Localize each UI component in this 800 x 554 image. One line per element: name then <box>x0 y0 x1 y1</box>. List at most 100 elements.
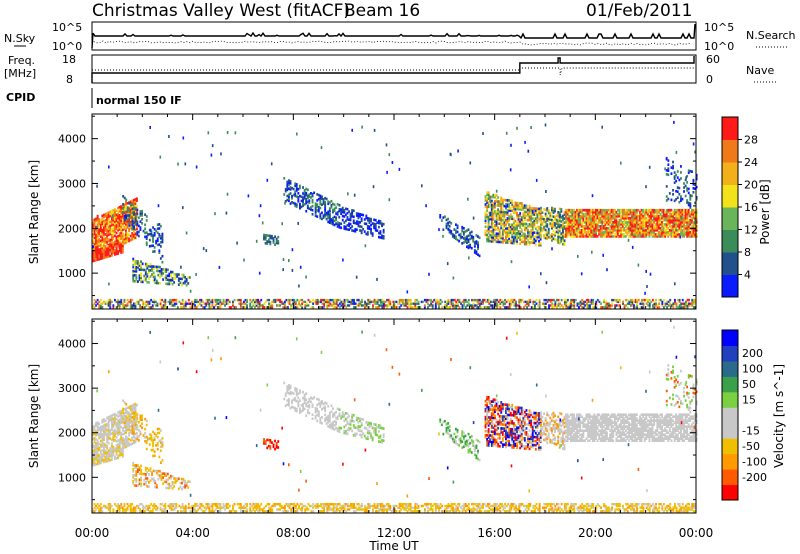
power-cell <box>151 265 153 268</box>
power-cell <box>650 231 652 234</box>
power-cell <box>500 210 503 214</box>
power-cell <box>569 214 572 218</box>
power-cell <box>276 298 278 302</box>
power-cell <box>560 232 563 235</box>
velocity-cell <box>120 453 123 457</box>
power-cell <box>637 221 640 224</box>
power-cell <box>458 239 461 243</box>
power-cell <box>606 216 608 220</box>
power-cell <box>305 201 308 205</box>
nsearch-tick-low: 10^0 <box>704 40 734 53</box>
power-cell <box>165 278 168 281</box>
power-cell <box>665 231 668 234</box>
power-cell <box>376 229 379 232</box>
power-cell <box>551 304 554 307</box>
power-cell <box>621 214 624 218</box>
power-cell <box>136 227 138 231</box>
velocity-cell <box>117 443 120 446</box>
power-cell <box>286 186 289 190</box>
power-cell <box>131 234 134 237</box>
power-cell <box>692 233 695 236</box>
power-cell <box>683 235 685 238</box>
power-cell <box>628 231 630 234</box>
power-cell <box>653 227 656 230</box>
power-cell <box>593 212 596 216</box>
power-cell <box>469 306 472 309</box>
power-cell <box>626 212 629 216</box>
power-cell <box>629 212 632 216</box>
power-cell <box>125 225 127 228</box>
power-cell <box>546 207 549 210</box>
power-cell <box>684 208 687 212</box>
power-cell <box>689 214 692 218</box>
power-cell <box>409 302 412 305</box>
power-cell <box>694 298 697 302</box>
power-cell <box>181 277 183 281</box>
power-cell <box>233 298 236 302</box>
power-cell <box>585 304 588 307</box>
power-cell <box>621 216 624 220</box>
power-cell <box>533 209 536 212</box>
power-cell <box>475 300 478 304</box>
power-cell <box>103 221 105 225</box>
power-cell <box>327 300 330 304</box>
power-cell <box>500 226 503 230</box>
power-cell <box>512 221 515 225</box>
power-cell <box>526 300 528 304</box>
power-cell <box>546 233 549 236</box>
power-cell <box>648 223 651 226</box>
power-cell <box>123 298 126 302</box>
power-cell <box>692 210 695 214</box>
power-cell <box>609 214 612 218</box>
power-cell <box>555 238 558 242</box>
power-cell <box>579 208 582 212</box>
power-cell <box>488 306 491 309</box>
power-cell <box>112 227 115 230</box>
power-cell <box>635 233 638 236</box>
power-cell <box>540 229 542 232</box>
power-cell <box>238 302 241 305</box>
power-cell <box>487 223 490 227</box>
power-cell <box>565 227 567 230</box>
power-cell <box>657 231 660 234</box>
power-cell <box>509 199 512 202</box>
power-cell <box>486 197 489 200</box>
power-cell <box>552 237 555 241</box>
power-cell <box>352 221 355 225</box>
power-cell <box>651 223 654 226</box>
power-cell <box>505 219 507 222</box>
power-cell <box>582 235 585 238</box>
power-cell <box>615 231 618 234</box>
power-cell <box>121 228 124 232</box>
power-cell <box>128 224 131 227</box>
power-cell <box>565 302 568 305</box>
power-cell <box>128 202 131 205</box>
power-cell <box>120 243 123 246</box>
power-cell <box>146 266 149 270</box>
velocity-cell <box>109 452 112 456</box>
power-cell <box>547 211 550 215</box>
power-cell <box>684 210 687 214</box>
velocity-cell <box>126 428 129 432</box>
velocity-cell <box>120 447 123 451</box>
power-cell <box>184 275 187 279</box>
power-cell <box>284 189 287 193</box>
power-cell <box>327 216 330 220</box>
power-cell <box>142 304 145 307</box>
power-cell <box>665 216 668 220</box>
power-cell <box>110 236 113 239</box>
power-cell <box>135 270 138 273</box>
power-cell <box>282 302 285 305</box>
velocity-cell <box>118 414 121 418</box>
power-cell <box>152 236 154 239</box>
power-cell <box>656 214 659 218</box>
power-cell <box>490 232 493 235</box>
power-cell <box>569 227 572 230</box>
power-cell <box>511 231 514 235</box>
power-cell <box>540 227 542 230</box>
velocity-cell <box>101 425 104 428</box>
velocity-cell <box>120 439 123 443</box>
velocity-cell <box>125 441 127 445</box>
power-cell <box>131 217 134 221</box>
power-cell <box>609 218 612 222</box>
